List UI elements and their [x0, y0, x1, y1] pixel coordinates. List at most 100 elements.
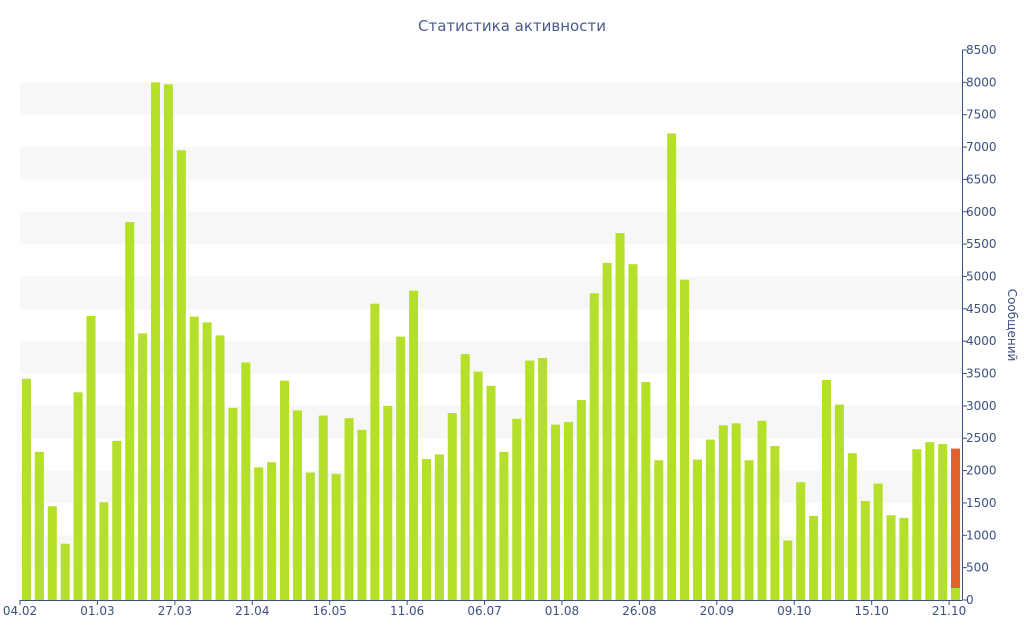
- y-tick-label: 500: [966, 561, 989, 575]
- bar[interactable]: [21, 378, 31, 600]
- bar[interactable]: [705, 439, 715, 600]
- bar[interactable]: [757, 420, 767, 600]
- bar[interactable]: [486, 385, 496, 600]
- bars: [21, 82, 961, 600]
- y-tick-label: 8500: [966, 43, 997, 57]
- bar[interactable]: [912, 449, 922, 600]
- chart-title: Статистика активности: [418, 17, 606, 35]
- bar[interactable]: [202, 322, 212, 600]
- bar[interactable]: [344, 418, 354, 600]
- y-tick-label: 4500: [966, 302, 997, 316]
- x-tick-label: 01.03: [80, 604, 114, 618]
- bar[interactable]: [899, 517, 909, 600]
- bar[interactable]: [873, 483, 883, 600]
- bar[interactable]: [150, 82, 161, 600]
- bar[interactable]: [34, 451, 44, 600]
- bar[interactable]: [254, 467, 264, 600]
- bar[interactable]: [370, 303, 380, 600]
- bar[interactable]: [680, 279, 690, 600]
- bar[interactable]: [538, 358, 548, 600]
- axes: [20, 50, 963, 601]
- bar[interactable]: [409, 290, 419, 600]
- bar[interactable]: [47, 506, 57, 600]
- bar[interactable]: [383, 405, 393, 600]
- x-tick-labels: 04.02 01.03 27.03 21.04 16.05 11.06 06.07 01.08…: [3, 600, 966, 618]
- bar[interactable]: [809, 515, 819, 600]
- bar[interactable]: [512, 418, 522, 600]
- bar[interactable]: [112, 440, 122, 600]
- bar[interactable]: [551, 424, 561, 600]
- bar[interactable]: [615, 233, 625, 600]
- y-tick-label: 3000: [966, 399, 997, 413]
- bar[interactable]: [138, 333, 148, 600]
- bar[interactable]: [447, 413, 457, 600]
- x-tick-label: 09.10: [777, 604, 811, 618]
- grid-band: [20, 82, 962, 115]
- bar[interactable]: [318, 415, 328, 600]
- y-tick-label: 2000: [966, 464, 997, 478]
- bar[interactable]: [215, 335, 225, 600]
- bar[interactable]: [951, 448, 961, 600]
- y-axis-title: Сообщений: [1005, 289, 1019, 362]
- bar[interactable]: [744, 460, 754, 600]
- bar[interactable]: [938, 444, 948, 600]
- grid-band: [20, 147, 962, 180]
- bar[interactable]: [460, 354, 470, 600]
- bar[interactable]: [641, 381, 651, 600]
- x-tick-label: 21.10: [932, 604, 966, 618]
- bar[interactable]: [357, 429, 367, 600]
- bar[interactable]: [189, 316, 199, 600]
- grid-band: [20, 276, 962, 309]
- y-tick-label: 7500: [966, 108, 997, 122]
- y-tick-label: 6000: [966, 205, 997, 219]
- bar[interactable]: [60, 543, 70, 600]
- bar[interactable]: [834, 404, 844, 600]
- x-tick-label: 26.08: [622, 604, 656, 618]
- bar[interactable]: [731, 423, 741, 600]
- bar[interactable]: [628, 264, 638, 600]
- bar[interactable]: [718, 425, 728, 600]
- bar[interactable]: [73, 392, 83, 600]
- bar[interactable]: [228, 407, 238, 600]
- bar[interactable]: [292, 410, 302, 600]
- y-tick-label: 0: [966, 593, 974, 607]
- bar[interactable]: [692, 459, 702, 600]
- bar[interactable]: [86, 315, 96, 600]
- bar[interactable]: [280, 380, 290, 600]
- bar[interactable]: [563, 422, 573, 600]
- bar[interactable]: [602, 262, 612, 600]
- bar[interactable]: [525, 360, 535, 600]
- x-tick-label: 20.09: [700, 604, 734, 618]
- bar[interactable]: [176, 150, 186, 600]
- bar[interactable]: [434, 454, 444, 600]
- bar[interactable]: [847, 453, 857, 600]
- bar[interactable]: [163, 84, 173, 600]
- bar[interactable]: [241, 362, 251, 600]
- bar[interactable]: [125, 222, 135, 600]
- bar[interactable]: [654, 460, 664, 600]
- bar[interactable]: [99, 502, 109, 600]
- bar[interactable]: [499, 451, 509, 600]
- bar[interactable]: [770, 446, 780, 600]
- bar[interactable]: [473, 371, 483, 600]
- x-tick-label: 16.05: [313, 604, 347, 618]
- bar[interactable]: [267, 462, 277, 600]
- bar[interactable]: [576, 400, 586, 600]
- bar[interactable]: [796, 482, 806, 600]
- bar[interactable]: [396, 336, 406, 600]
- y-tick-label: 7000: [966, 140, 997, 154]
- bar[interactable]: [886, 515, 896, 600]
- bar[interactable]: [589, 293, 599, 600]
- y-tick-label: 5500: [966, 237, 997, 251]
- bar[interactable]: [667, 133, 677, 600]
- bar[interactable]: [821, 380, 832, 600]
- x-tick-label: 11.06: [390, 604, 424, 618]
- x-tick-label: 04.02: [3, 604, 37, 618]
- bar[interactable]: [331, 473, 341, 600]
- bar[interactable]: [305, 472, 315, 600]
- bar[interactable]: [783, 540, 793, 600]
- bar[interactable]: [860, 501, 870, 600]
- bar[interactable]: [925, 442, 935, 600]
- bar[interactable]: [421, 458, 431, 600]
